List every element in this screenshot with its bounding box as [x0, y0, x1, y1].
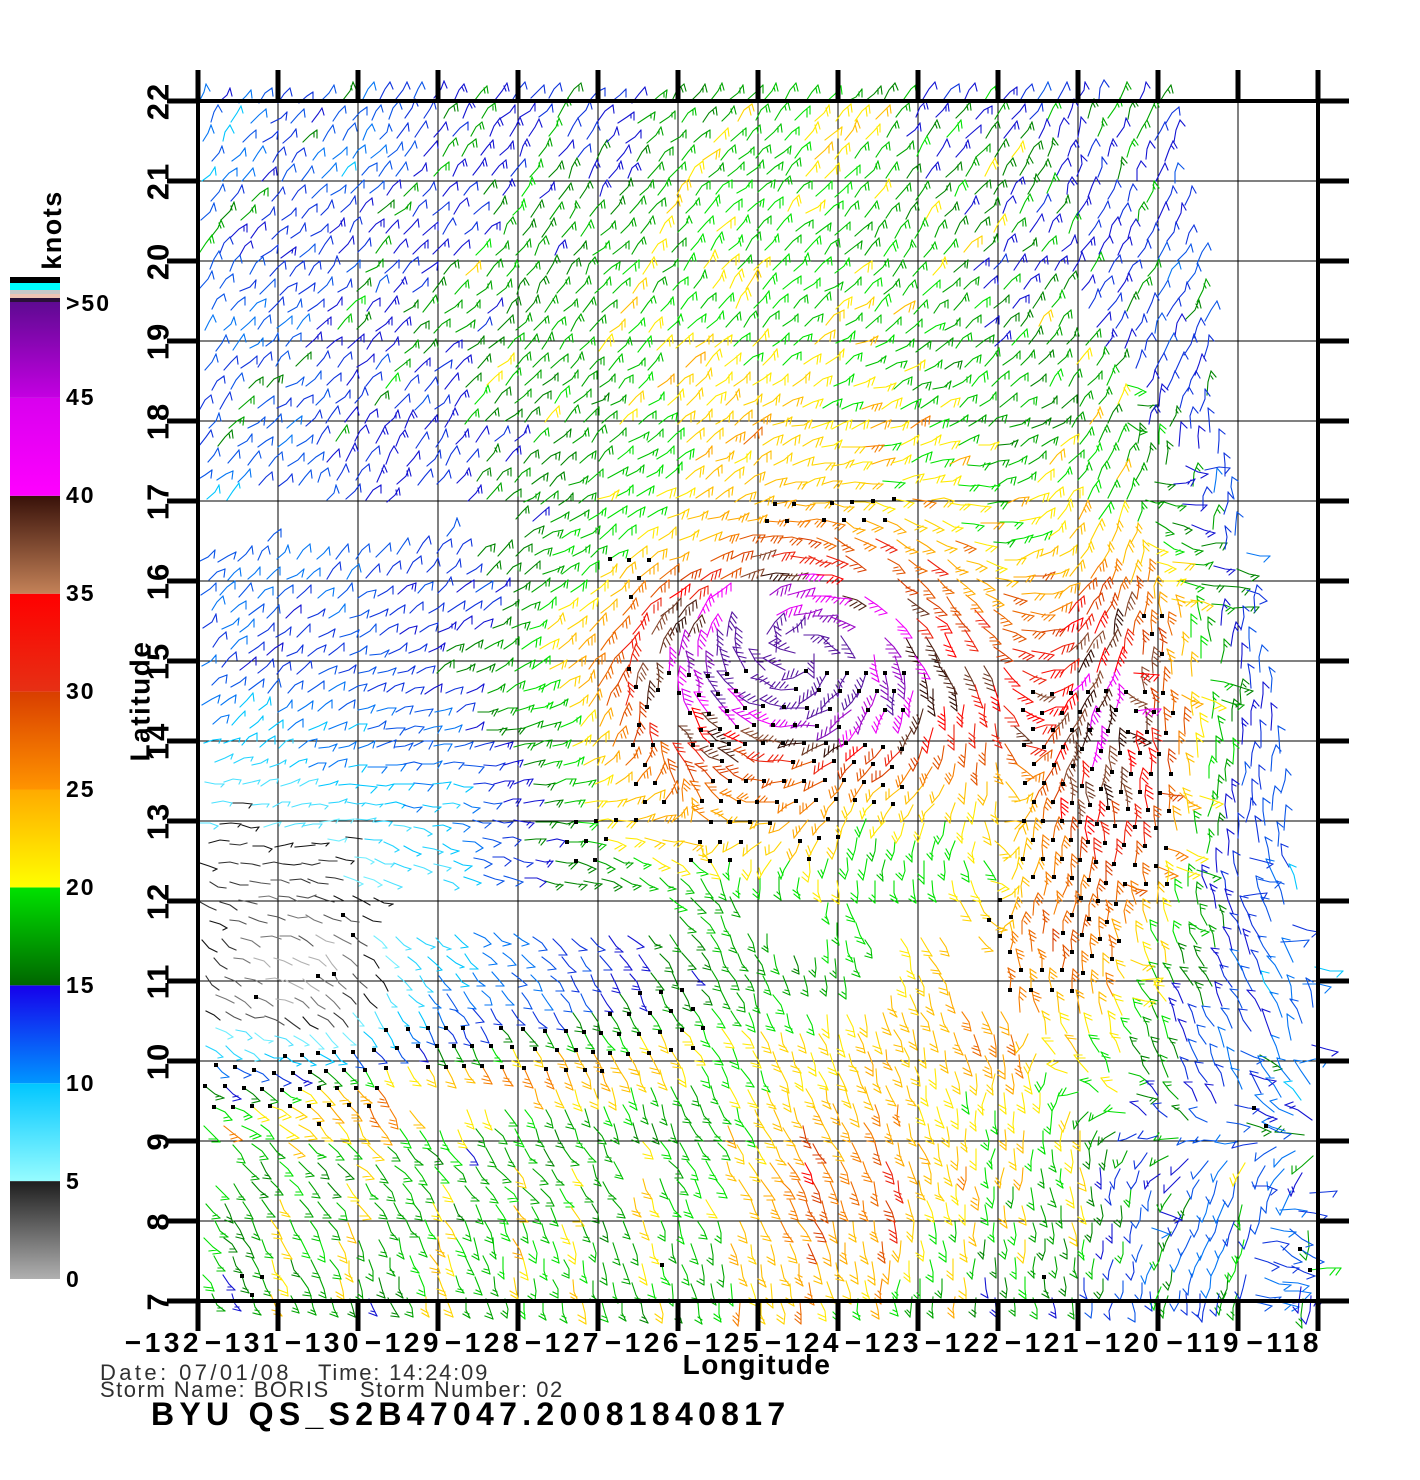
svg-text:40: 40 [66, 482, 96, 508]
svg-text:35: 35 [66, 580, 96, 606]
svg-text:13: 13 [141, 802, 176, 840]
svg-text:−124: −124 [765, 1327, 842, 1358]
svg-text:knots: knots [37, 190, 67, 270]
svg-text:18: 18 [141, 402, 176, 440]
svg-text:Longitude: Longitude [683, 1349, 832, 1380]
svg-text:15: 15 [66, 972, 96, 998]
svg-text:8: 8 [141, 1211, 176, 1230]
svg-text:12: 12 [141, 882, 176, 920]
svg-text:7: 7 [141, 1291, 176, 1310]
svg-text:20: 20 [66, 874, 96, 900]
svg-text:Storm Name: BORIS: Storm Name: BORIS [100, 1377, 330, 1402]
svg-text:−132: −132 [125, 1327, 202, 1358]
svg-text:−119: −119 [1166, 1327, 1242, 1358]
svg-text:17: 17 [141, 482, 176, 520]
svg-text:−129: −129 [365, 1327, 442, 1358]
svg-text:>50: >50 [66, 290, 111, 316]
svg-text:−128: −128 [445, 1327, 522, 1358]
svg-text:11: 11 [141, 963, 176, 1000]
svg-text:−126: −126 [605, 1327, 682, 1358]
svg-text:−118: −118 [1246, 1327, 1322, 1358]
svg-text:−122: −122 [925, 1327, 1002, 1358]
svg-text:−121: −121 [1005, 1327, 1082, 1358]
svg-text:−127: −127 [525, 1327, 602, 1358]
svg-text:Latitude: Latitude [125, 641, 156, 762]
svg-text:5: 5 [66, 1168, 81, 1194]
svg-text:19: 19 [141, 322, 176, 360]
svg-text:14: 14 [141, 722, 176, 760]
svg-text:15: 15 [141, 642, 176, 680]
svg-text:−125: −125 [685, 1327, 762, 1358]
svg-text:Storm Number: 02: Storm Number: 02 [360, 1377, 564, 1402]
svg-text:Date: 07/01/08: Date: 07/01/08 [100, 1360, 292, 1385]
svg-text:20: 20 [141, 242, 176, 280]
svg-text:0: 0 [66, 1266, 81, 1292]
svg-text:10: 10 [141, 1042, 176, 1080]
svg-text:45: 45 [66, 384, 96, 410]
svg-text:Time: 14:24:09: Time: 14:24:09 [318, 1360, 489, 1385]
svg-text:25: 25 [66, 776, 96, 802]
svg-text:BYU QS_S2B47047.20081840817: BYU QS_S2B47047.20081840817 [151, 1396, 790, 1432]
svg-text:−131: −131 [205, 1327, 282, 1358]
svg-text:−130: −130 [285, 1327, 362, 1358]
svg-text:−120: −120 [1085, 1327, 1162, 1358]
svg-text:22: 22 [141, 82, 176, 120]
svg-text:30: 30 [66, 678, 96, 704]
svg-text:10: 10 [66, 1070, 96, 1096]
svg-text:16: 16 [141, 562, 176, 600]
svg-text:9: 9 [141, 1131, 176, 1150]
svg-text:21: 21 [141, 162, 176, 200]
svg-text:−123: −123 [845, 1327, 922, 1358]
